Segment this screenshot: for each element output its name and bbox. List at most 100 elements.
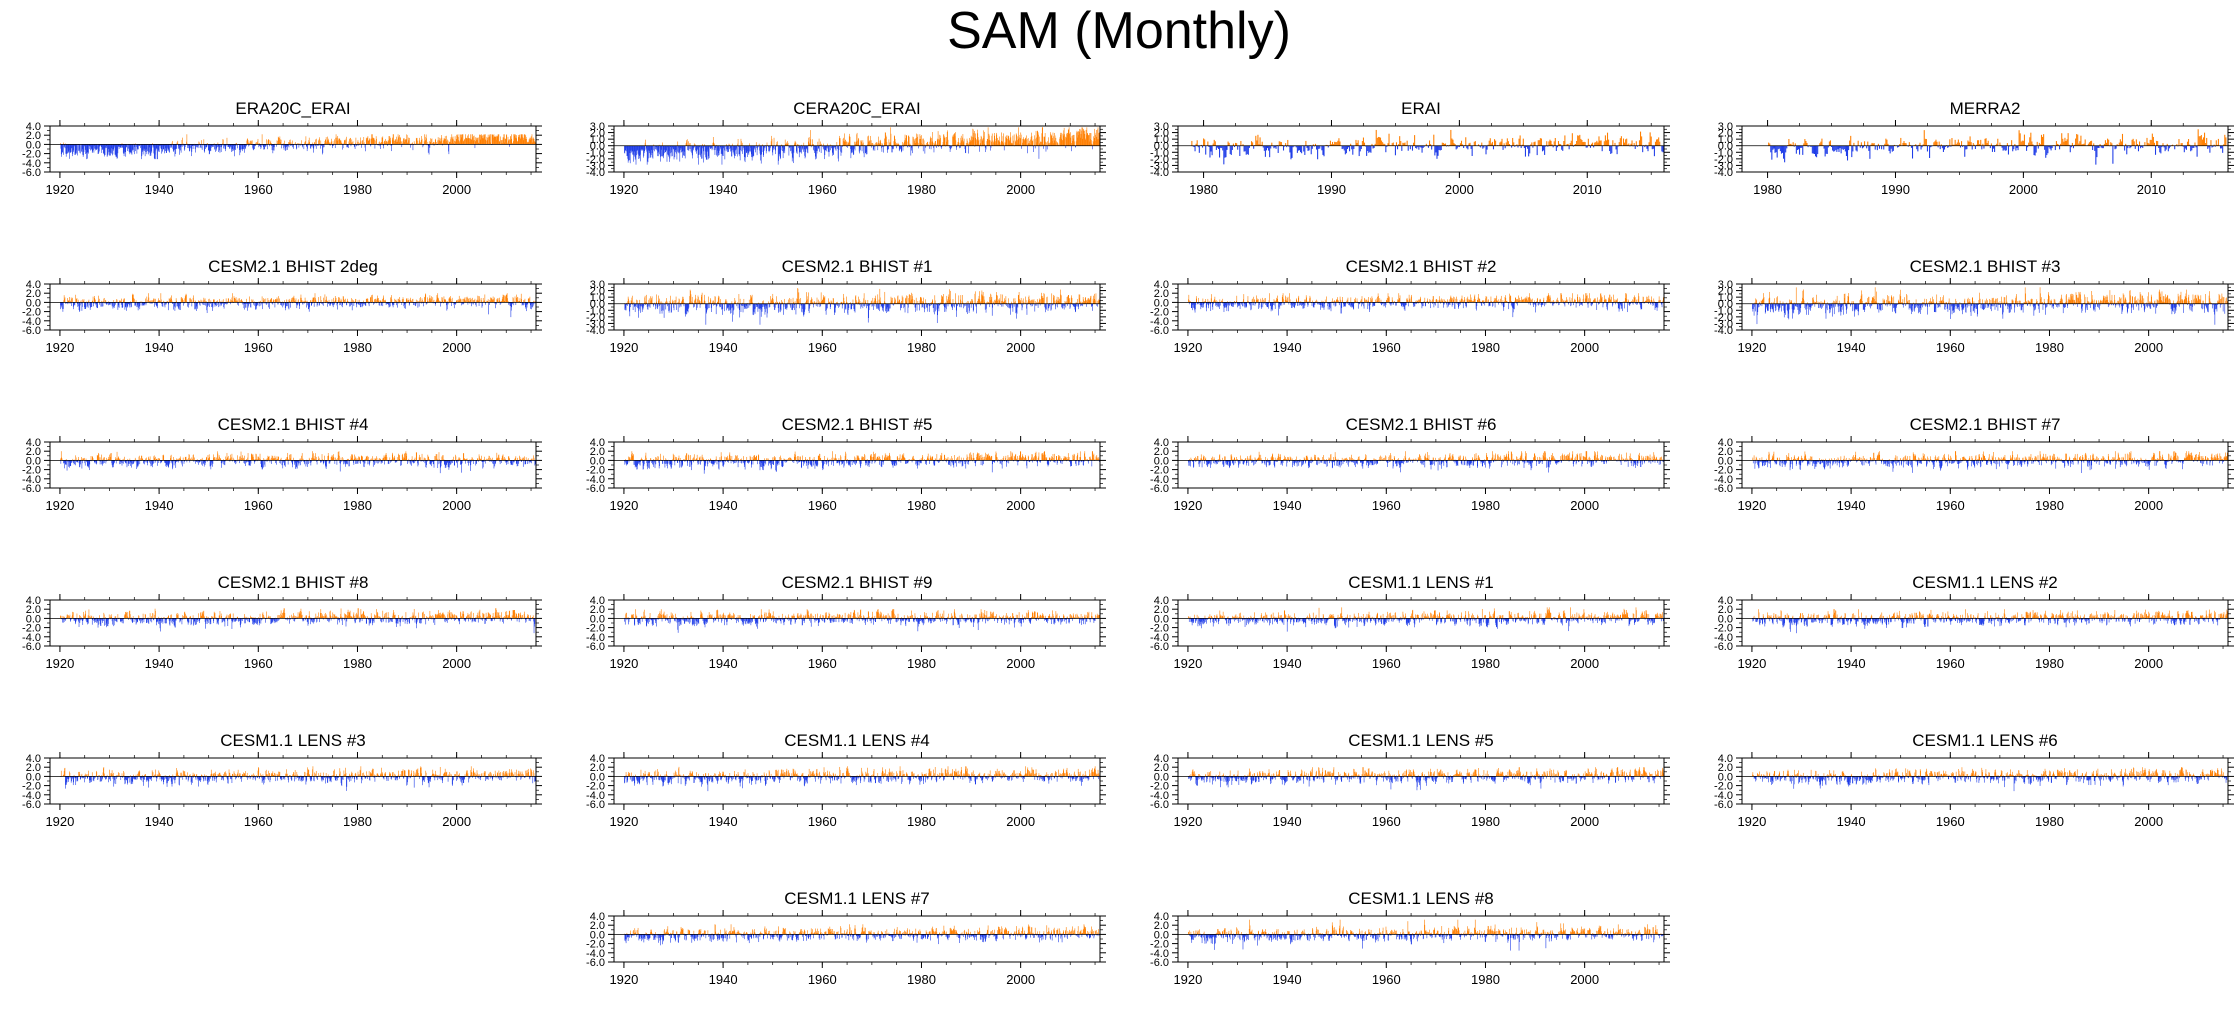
data-bar — [2138, 146, 2139, 152]
data-bar — [1248, 146, 1249, 155]
data-bar — [1021, 146, 1022, 149]
data-bar — [766, 146, 767, 151]
data-bar — [1978, 140, 1979, 145]
data-bar — [2080, 136, 2081, 146]
data-bar — [1598, 136, 1599, 145]
data-bar — [1439, 146, 1440, 150]
data-bar — [1533, 142, 1534, 146]
data-bar — [2184, 146, 2185, 153]
data-bar — [2199, 136, 2200, 145]
data-bar — [169, 144, 170, 152]
data-bar — [873, 146, 874, 150]
data-bar — [1482, 146, 1483, 149]
data-bar — [645, 140, 646, 146]
data-bar — [1228, 142, 1229, 146]
data-bar — [1538, 140, 1539, 145]
data-bar — [2107, 139, 2108, 146]
data-bar — [200, 144, 201, 147]
data-bar — [1418, 146, 1419, 150]
data-bar — [155, 299, 156, 303]
data-bar — [1071, 143, 1072, 146]
data-bar — [1798, 146, 1799, 150]
data-bar — [383, 296, 384, 303]
data-bar — [2092, 146, 2093, 150]
data-bar — [228, 299, 229, 303]
data-bar — [267, 144, 268, 149]
data-bar — [2200, 136, 2201, 146]
data-bar — [1883, 146, 1884, 150]
data-bar — [488, 302, 489, 314]
data-bar — [1929, 146, 1930, 158]
data-bar — [463, 299, 464, 303]
data-bar — [113, 302, 114, 307]
data-bar — [1827, 146, 1828, 154]
data-bar — [1927, 146, 1928, 152]
data-bar — [176, 144, 177, 149]
chart-panel: ERA20C_ERAI4.02.00.0-2.0-4.0-6.01920 1940… — [22, 99, 542, 197]
data-bar — [1585, 142, 1586, 146]
y-tick-label: -4.0 — [586, 167, 605, 179]
data-bar — [432, 297, 433, 302]
data-bar — [95, 300, 96, 303]
data-bar — [1546, 141, 1547, 145]
data-bar — [680, 304, 681, 308]
data-bar — [1520, 135, 1521, 145]
data-bar — [1933, 142, 1934, 145]
data-bar — [1503, 146, 1504, 150]
data-bar — [205, 298, 206, 302]
data-bar — [452, 298, 453, 303]
data-bar — [2168, 146, 2169, 152]
data-bar — [630, 304, 631, 317]
data-bar — [781, 146, 782, 151]
x-tick-label: 2000 — [1445, 182, 1474, 197]
data-bar — [190, 298, 191, 303]
data-bar — [307, 144, 308, 148]
data-bar — [2003, 146, 2004, 151]
data-bar — [846, 142, 847, 146]
data-bar — [363, 302, 364, 306]
data-bar — [1528, 146, 1529, 157]
data-bar — [2072, 143, 2073, 146]
data-bar — [659, 299, 660, 304]
data-bar — [881, 143, 882, 146]
data-bar — [819, 139, 820, 146]
data-bar — [2062, 139, 2063, 146]
data-bar — [420, 297, 421, 302]
x-tick-label: 1980 — [1753, 182, 1782, 197]
data-bar — [2154, 143, 2155, 146]
data-bar — [665, 304, 666, 310]
data-bar — [2136, 139, 2137, 145]
data-bar — [1231, 146, 1232, 155]
data-bar — [425, 294, 426, 302]
data-bar — [213, 302, 214, 307]
data-bar — [454, 141, 455, 145]
data-bar — [189, 144, 190, 150]
data-bar — [636, 300, 637, 304]
data-bar — [326, 137, 327, 144]
data-bar — [1537, 146, 1538, 155]
data-bar — [2089, 142, 2090, 145]
data-bar — [1905, 143, 1906, 146]
data-bar — [333, 298, 334, 303]
data-bar — [401, 142, 402, 145]
data-bar — [1597, 143, 1598, 146]
data-bar — [2096, 146, 2097, 157]
data-bar — [927, 142, 928, 146]
data-bar — [741, 146, 742, 152]
data-bar — [696, 298, 697, 303]
y-tick-label: -4.0 — [1150, 167, 1169, 179]
x-tick-label: 1980 — [907, 182, 936, 197]
data-bar — [1875, 146, 1876, 150]
data-bar — [223, 140, 224, 145]
chart-panel: CESM2.1 BHIST 2deg4.02.00.0-2.0-4.0-6.01… — [22, 257, 542, 355]
data-bar — [1214, 140, 1215, 146]
data-bar — [964, 139, 965, 146]
data-bar — [1965, 146, 1966, 150]
data-bar — [2197, 146, 2198, 157]
data-bar — [678, 304, 679, 312]
data-bar — [1292, 146, 1293, 158]
data-bar — [1847, 146, 1848, 161]
data-bar — [667, 146, 668, 162]
data-bar — [1490, 138, 1491, 145]
data-bar — [1323, 146, 1324, 157]
